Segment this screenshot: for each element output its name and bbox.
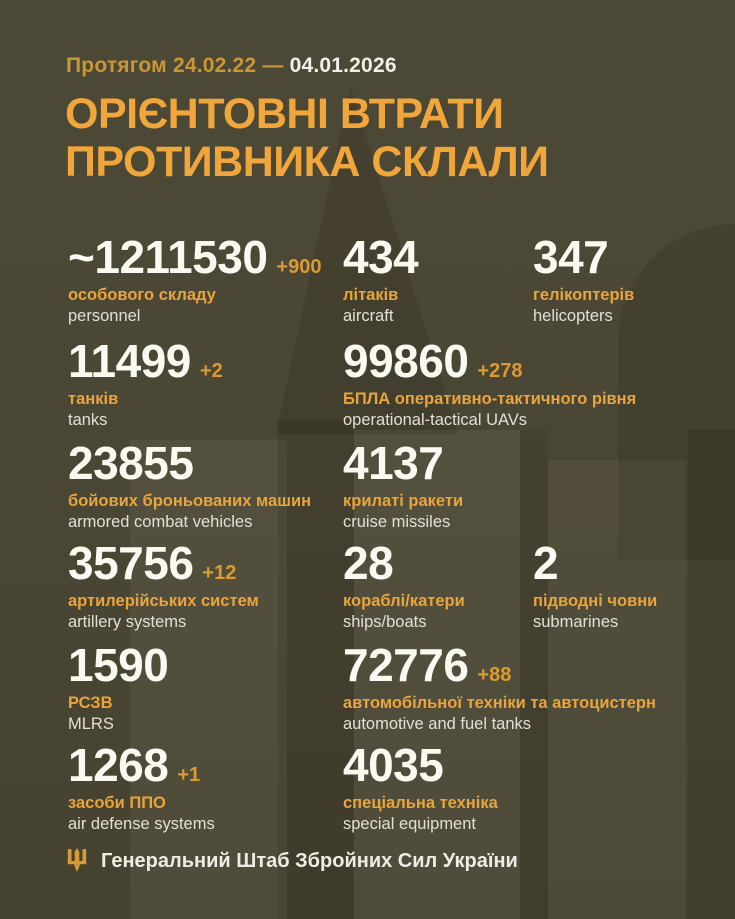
stat-cell-mlrs: 1590 РСЗВ MLRS: [68, 642, 343, 734]
stat-increment: +2: [199, 360, 223, 382]
stats-row-4: 35756 +12 артилерійських систем artillery…: [68, 540, 735, 632]
stat-increment: +900: [276, 256, 322, 278]
stat-label-en: automotive and fuel tanks: [343, 715, 532, 733]
stat-label-uk: танків: [68, 390, 119, 408]
stat-label-en: cruise missiles: [343, 513, 451, 531]
stat-label-uk: підводні човни: [533, 592, 658, 610]
page-title: ОРІЄНТОВНІ ВТРАТИ ПРОТИВНИКА СКЛАЛИ: [65, 90, 549, 186]
stat-label-uk: крилаті ракети: [343, 492, 464, 510]
report-period-label: Протягом 24.02.22 —: [66, 54, 284, 77]
stat-label-en: personnel: [68, 307, 141, 325]
stat-value: 23855: [68, 437, 194, 489]
stat-label-en: artillery systems: [68, 613, 187, 631]
stat-value: ~1211530: [68, 231, 268, 283]
stat-value: 347: [533, 231, 609, 283]
trident-icon: [66, 848, 88, 874]
stat-cell-air-defense: 1268 +1 засоби ППО air defense systems: [68, 742, 343, 834]
footer: Генеральний Штаб Збройних Сил України: [66, 848, 518, 874]
stats-row-1: ~1211530 +900 особового складу personnel …: [68, 234, 735, 326]
stat-cell-submarines: 2 підводні човни submarines: [533, 540, 733, 632]
stat-label-uk: гелікоптерів: [533, 286, 635, 304]
stat-label-uk: літаків: [343, 286, 399, 304]
stats-row-6: 1268 +1 засоби ППО air defense systems 40…: [68, 742, 735, 834]
stats-row-2: 11499 +2 танків tanks 99860 +278 БПЛА опер…: [68, 338, 735, 430]
report-period: Протягом 24.02.22 — 04.01.2026: [66, 54, 397, 78]
stat-cell-special-equipment: 4035 спеціальна техніка special equipmen…: [343, 742, 735, 834]
stat-value: 99860: [343, 335, 469, 387]
stat-increment: +12: [202, 562, 237, 584]
stat-label-en: helicopters: [533, 307, 613, 325]
stat-label-en: armored combat vehicles: [68, 513, 253, 531]
stat-cell-personnel: ~1211530 +900 особового складу personnel: [68, 234, 343, 326]
stat-cell-tanks: 11499 +2 танків tanks: [68, 338, 343, 430]
stat-label-en: special equipment: [343, 815, 476, 833]
stat-value: 434: [343, 231, 419, 283]
page-title-line2: ПРОТИВНИКА СКЛАЛИ: [65, 138, 549, 186]
stat-cell-cruise-missiles: 4137 крилаті ракети cruise missiles: [343, 440, 735, 532]
stat-label-en: MLRS: [68, 715, 114, 733]
stat-value: 1268: [68, 739, 169, 791]
stat-label-uk: БПЛА оперативно-тактичного рівня: [343, 390, 637, 408]
stat-label-uk: артилерійських систем: [68, 592, 259, 610]
stat-label-en: operational-tactical UAVs: [343, 411, 528, 429]
stat-value: 28: [343, 537, 394, 589]
stat-cell-uavs: 99860 +278 БПЛА оперативно-тактичного рів…: [343, 338, 735, 430]
stat-increment: +88: [477, 664, 512, 686]
stats-row-5: 1590 РСЗВ MLRS 72776 +88 автомобільної те…: [68, 642, 735, 734]
stat-label-uk: особового складу: [68, 286, 216, 304]
stat-label-en: aircraft: [343, 307, 394, 325]
stat-value: 1590: [68, 639, 169, 691]
stat-cell-automotive: 72776 +88 автомобільної техніки та автоци…: [343, 642, 735, 734]
footer-org-name: Генеральний Штаб Збройних Сил України: [101, 849, 518, 872]
report-date: 04.01.2026: [289, 54, 397, 77]
stat-increment: +278: [477, 360, 523, 382]
stat-label-en: tanks: [68, 411, 108, 429]
stat-value: 4137: [343, 437, 444, 489]
stat-value: 35756: [68, 537, 194, 589]
stat-increment: +1: [177, 764, 201, 786]
stat-cell-ships: 28 кораблі/катери ships/boats: [343, 540, 533, 632]
stat-label-en: air defense systems: [68, 815, 215, 833]
stat-label-uk: засоби ППО: [68, 794, 166, 812]
stat-cell-armored-vehicles: 23855 бойових броньованих машин armored …: [68, 440, 343, 532]
stat-label-uk: бойових броньованих машин: [68, 492, 312, 510]
stat-value: 2: [533, 537, 559, 589]
stat-cell-artillery: 35756 +12 артилерійських систем artillery…: [68, 540, 343, 632]
stat-label-uk: кораблі/катери: [343, 592, 465, 610]
stat-label-uk: спеціальна техніка: [343, 794, 498, 812]
stat-value: 4035: [343, 739, 444, 791]
stat-label-en: ships/boats: [343, 613, 427, 631]
stat-label-uk: автомобільної техніки та автоцистерн: [343, 694, 656, 712]
stats-row-3: 23855 бойових броньованих машин armored …: [68, 440, 735, 532]
stat-label-en: submarines: [533, 613, 619, 631]
stat-value: 72776: [343, 639, 469, 691]
stat-value: 11499: [68, 335, 191, 387]
page-title-line1: ОРІЄНТОВНІ ВТРАТИ: [65, 90, 504, 138]
stat-cell-helicopters: 347 гелікоптерів helicopters: [533, 234, 733, 326]
stat-label-uk: РСЗВ: [68, 694, 113, 712]
stat-cell-aircraft: 434 літаків aircraft: [343, 234, 533, 326]
